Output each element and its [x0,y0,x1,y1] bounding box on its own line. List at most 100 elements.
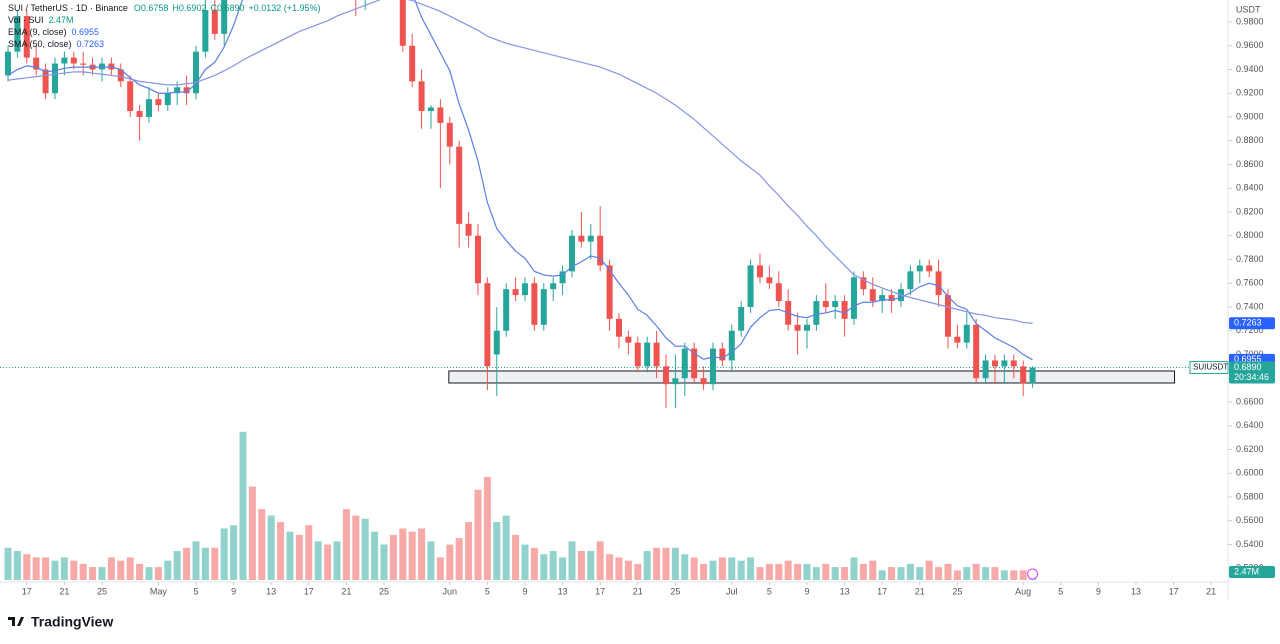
volume-bar [136,563,144,580]
x-tick-label: 25 [97,586,107,596]
candle-body [766,277,773,284]
plot-area [0,0,1228,580]
volume-bar [521,544,529,580]
ema-badge: 0.6955 [1234,354,1262,364]
candle-body [559,271,566,284]
ohlc-high: H0.6902 [172,3,206,13]
x-tick-label: 17 [22,586,32,596]
volume-bar [239,431,247,580]
candle-body [691,348,698,379]
volume-bar [916,567,924,580]
candle-body [493,330,500,355]
legend-sma: SMA (50, close) 0.7263 [8,39,104,49]
candle-body [51,63,58,94]
volume-bar [465,522,473,580]
legend-volume: Vol · SUI 2.47M [8,15,74,25]
x-tick-label: 13 [558,586,568,596]
x-tick-label: 13 [1131,586,1141,596]
candle-body [221,0,228,34]
y-tick-label: 0.9200 [1236,88,1264,98]
volume-bar [277,522,285,580]
volume-bar [399,528,407,580]
y-tick-label: 0.8600 [1236,159,1264,169]
x-tick-label: 21 [341,586,351,596]
price-badge-bg [1229,361,1275,384]
volume-bar [192,541,200,580]
legend-value: 0.6955 [72,27,100,37]
candle-body [33,57,40,70]
volume-bar [512,534,520,580]
y-tick-label: 0.7800 [1236,254,1264,264]
volume-bar [784,560,792,580]
candle-body [183,87,190,94]
legend-name: SMA (50, close) [8,39,72,49]
ticker-label: SUIUSDT [1193,363,1228,372]
y-tick-label: 0.5800 [1236,491,1264,501]
volume-bar [389,534,397,580]
x-tick-label: 25 [379,586,389,596]
candle-body [409,45,416,82]
volume-bar [540,554,548,580]
candle-body [211,10,218,34]
y-tick-label: 0.8800 [1236,135,1264,145]
candle-body [437,107,444,123]
candle-body [1020,366,1027,384]
candle-body [427,107,434,112]
candle-body [456,146,463,224]
candle-body [954,336,961,343]
volume-bar [4,547,12,580]
ohlc-close: C0.6890 [210,3,244,13]
volume-bar [812,567,820,580]
volume-badge-bg [1229,566,1275,578]
candle-body [202,10,209,52]
candle-body [1029,367,1036,384]
volume-bar [164,560,172,580]
candle-body [550,283,557,290]
volume-bar [295,534,303,580]
x-tick-label: 5 [193,586,198,596]
volume-bar [963,567,971,580]
candle-body [597,235,604,266]
volume-bar [559,557,567,580]
volume-bar [662,547,670,580]
candle-body [1010,360,1017,367]
volume-bar [888,567,896,580]
legend: SUI / TetherUS · 1D · Binance O0.6758 H0.6… [8,3,321,49]
volume-bar [211,547,219,580]
volume-bar [615,557,623,580]
x-tick-label: 17 [595,586,605,596]
candle-body [521,283,528,296]
volume-bar [709,560,717,580]
volume-bar [305,525,313,580]
volume-bar [361,518,369,580]
legend-ema: EMA (9, close) 0.6955 [8,27,99,37]
x-tick-label: 9 [522,586,527,596]
candle-body [625,336,632,343]
volume-bar [747,557,755,580]
y-tick-label: 0.9400 [1236,64,1264,74]
volume-bar [982,567,990,580]
candle-body [127,81,134,112]
candle-body [61,57,68,64]
volume-bar [606,554,614,580]
volume-bar [371,531,379,580]
volume-bar [991,567,999,580]
candle-body [963,324,970,343]
volume-bar [568,541,576,580]
volume-bar [258,509,266,580]
candle-body [23,16,30,58]
ma-line [7,0,1033,361]
candle-body [869,289,876,302]
volume-bar [803,563,811,580]
candle-body [474,235,481,284]
volume-bar [314,541,322,580]
volume-bar [935,567,943,580]
volume-bar [286,531,294,580]
y-tick-label: 0.6200 [1236,444,1264,454]
brand-logo: TradingView [8,614,113,630]
volume-bar [850,557,858,580]
volume-bar [455,538,463,580]
candle-body [531,283,538,325]
ohlc-open: O0.6758 [134,3,169,13]
y-tick-label: 0.8000 [1236,230,1264,240]
